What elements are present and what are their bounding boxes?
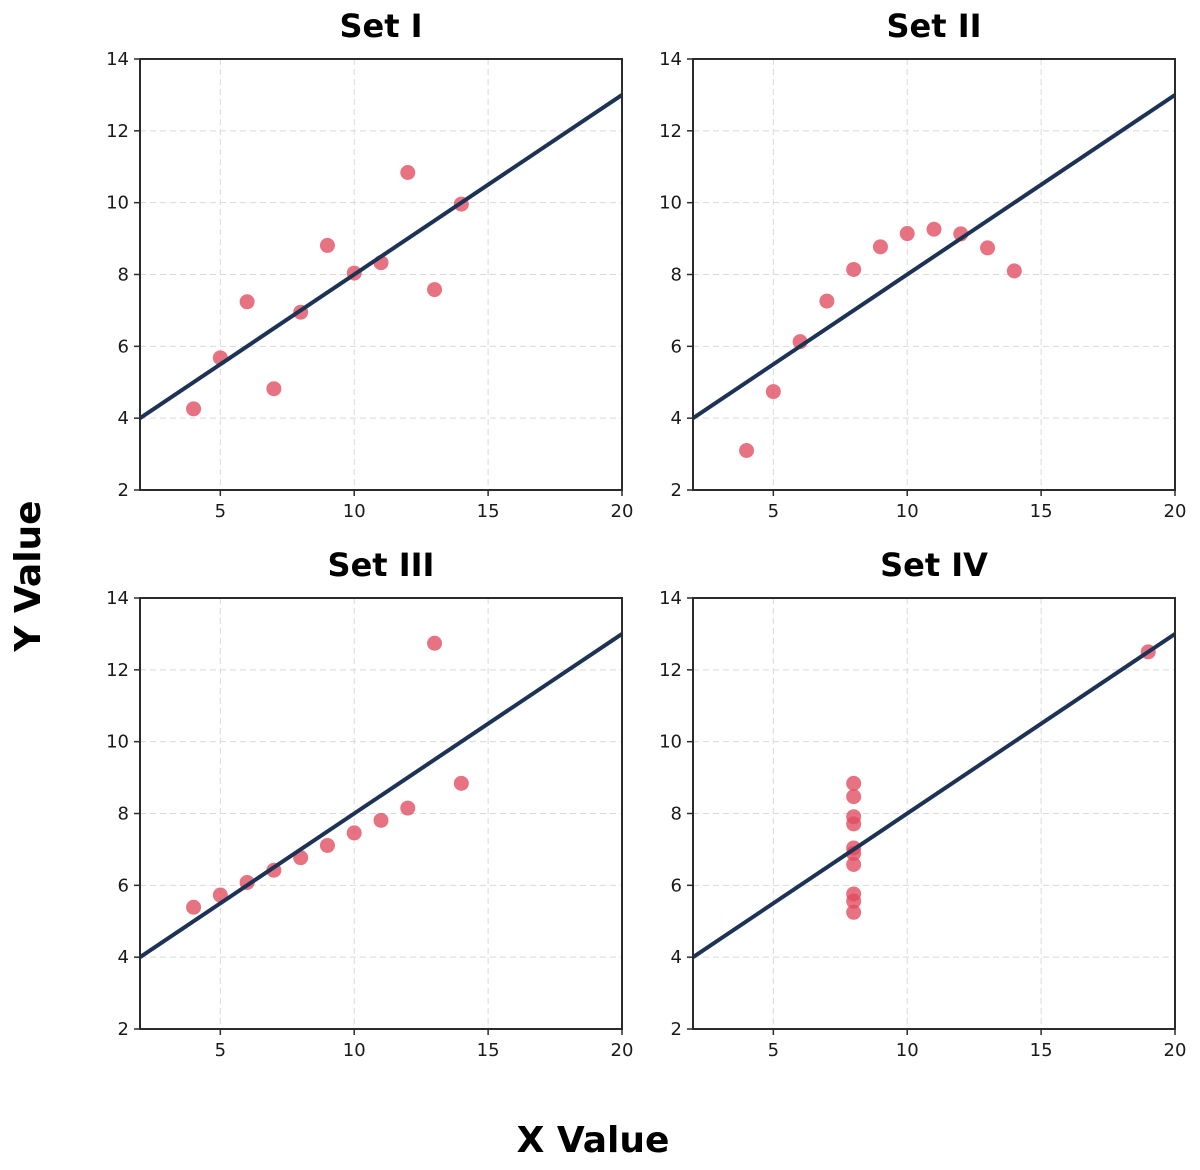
data-point: [186, 401, 202, 417]
data-point: [266, 381, 282, 397]
y-tick-label: 2: [118, 1019, 129, 1040]
x-tick-label: 20: [611, 501, 634, 522]
x-tick-label: 20: [611, 1040, 634, 1061]
data-point: [980, 240, 996, 256]
x-tick-label: 15: [477, 1040, 500, 1061]
y-tick-label: 14: [106, 49, 129, 70]
data-point: [926, 221, 942, 237]
y-tick-label: 6: [671, 875, 682, 896]
panel-title: Set I: [339, 7, 422, 45]
data-point: [846, 809, 862, 825]
panels: 5 10 15 20 2 4 6 8 10 12 14 Set I 5 10 15 20 2 4 6 8 10 12 14 S…: [106, 7, 1186, 1061]
data-point: [846, 261, 862, 277]
y-tick-label: 6: [118, 336, 129, 357]
points: [846, 644, 1156, 920]
fit-line-group: [693, 632, 1175, 959]
x-tick-label: 5: [768, 501, 779, 522]
fit-line: [140, 93, 622, 420]
x-tick-label: 5: [768, 1040, 779, 1061]
data-point: [427, 635, 443, 651]
data-point: [846, 775, 862, 791]
x-tick-label: 20: [1164, 1040, 1187, 1061]
y-tick-label: 8: [118, 804, 129, 825]
y-tick-label: 2: [671, 480, 682, 501]
x-tick-label: 20: [1164, 501, 1187, 522]
x-tick-label: 15: [1030, 1040, 1053, 1061]
y-tick-label: 2: [671, 1019, 682, 1040]
data-point: [819, 293, 835, 309]
y-tick-label: 10: [659, 193, 682, 214]
y-tick-label: 8: [671, 804, 682, 825]
data-point: [346, 825, 362, 841]
data-point: [400, 800, 416, 816]
fit-line-group: [140, 93, 622, 420]
data-point: [453, 775, 469, 791]
y-tick-label: 4: [118, 408, 129, 429]
fit-line-group: [693, 93, 1175, 420]
data-point: [765, 384, 781, 400]
x-tick-label: 5: [215, 501, 226, 522]
x-tick-label: 10: [896, 1040, 919, 1061]
data-point: [427, 282, 443, 298]
panel-title: Set III: [328, 546, 435, 584]
data-point: [872, 239, 888, 255]
data-point: [846, 789, 862, 805]
y-tick-label: 14: [659, 49, 682, 70]
panel-title: Set IV: [880, 546, 988, 584]
data-point: [739, 442, 755, 458]
y-tick-label: 12: [659, 121, 682, 142]
data-point: [846, 904, 862, 920]
points: [739, 221, 1022, 458]
y-tick-label: 10: [106, 193, 129, 214]
x-tick-label: 10: [343, 1040, 366, 1061]
y-axis-label: Y Value: [8, 500, 49, 652]
y-tick-label: 12: [659, 660, 682, 681]
points: [186, 635, 469, 915]
x-tick-label: 15: [477, 501, 500, 522]
y-tick-label: 8: [671, 265, 682, 286]
data-point: [373, 812, 389, 828]
x-tick-label: 10: [343, 501, 366, 522]
panel-2: 5 10 15 20 2 4 6 8 10 12 14 Set II: [659, 7, 1186, 522]
data-point: [899, 226, 915, 242]
y-tick-label: 2: [118, 480, 129, 501]
panel-4: 5 10 15 20 2 4 6 8 10 12 14 Set IV: [659, 546, 1186, 1061]
y-tick-label: 6: [671, 336, 682, 357]
y-tick-label: 8: [118, 265, 129, 286]
x-tick-label: 15: [1030, 501, 1053, 522]
x-axis-label: X Value: [517, 1120, 670, 1161]
panel-title: Set II: [887, 7, 982, 45]
data-point: [1006, 263, 1022, 279]
y-tick-label: 14: [659, 588, 682, 609]
y-tick-label: 12: [106, 660, 129, 681]
y-tick-label: 10: [659, 732, 682, 753]
data-point: [400, 164, 416, 180]
fit-line: [140, 632, 622, 959]
data-point: [239, 294, 255, 310]
panel-1: 5 10 15 20 2 4 6 8 10 12 14 Set I: [106, 7, 633, 522]
data-point: [186, 899, 202, 915]
y-tick-label: 6: [118, 875, 129, 896]
y-tick-label: 10: [106, 732, 129, 753]
y-tick-label: 4: [118, 947, 129, 968]
data-point: [319, 237, 335, 253]
fit-line: [693, 632, 1175, 959]
data-point: [846, 893, 862, 909]
y-tick-label: 12: [106, 121, 129, 142]
x-tick-label: 5: [215, 1040, 226, 1061]
data-point: [846, 857, 862, 873]
y-tick-label: 4: [671, 947, 682, 968]
y-tick-label: 4: [671, 408, 682, 429]
x-tick-label: 10: [896, 501, 919, 522]
fit-line: [693, 93, 1175, 420]
fit-line-group: [140, 632, 622, 959]
data-point: [319, 837, 335, 853]
panel-3: 5 10 15 20 2 4 6 8 10 12 14 Set III: [106, 546, 633, 1061]
y-tick-label: 14: [106, 588, 129, 609]
